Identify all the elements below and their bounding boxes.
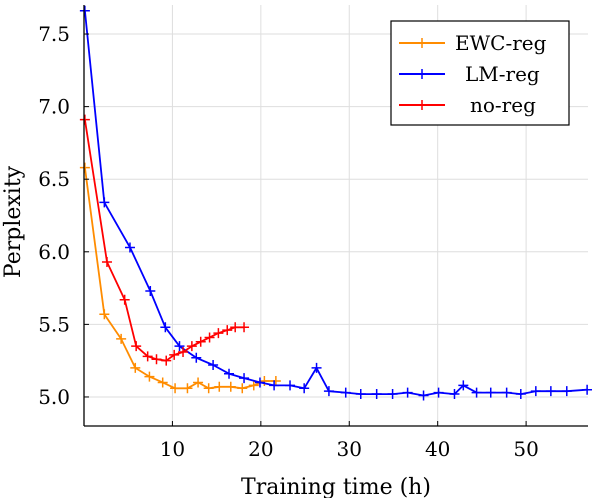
data-point-lm-reg bbox=[340, 387, 351, 398]
y-tick-label: 5.0 bbox=[38, 385, 70, 409]
x-tick-label: 30 bbox=[337, 437, 362, 461]
legend-label-lm-reg: LM-reg bbox=[465, 62, 540, 86]
series-line-no-reg bbox=[84, 119, 244, 362]
data-point-ewc-reg bbox=[130, 362, 141, 373]
y-tick-label: 5.5 bbox=[38, 312, 70, 336]
data-point-ewc-reg bbox=[259, 375, 270, 386]
data-point-lm-reg bbox=[79, 5, 90, 16]
data-point-ewc-reg bbox=[237, 383, 248, 394]
data-point-no-reg bbox=[119, 294, 130, 305]
tick-labels: 10 20 30 40 50 5.0 5.5 6.0 6.5 7.0 7.5 bbox=[38, 22, 539, 461]
data-point-ewc-reg bbox=[193, 377, 204, 388]
data-point-lm-reg bbox=[124, 242, 135, 253]
data-point-ewc-reg bbox=[248, 380, 259, 391]
data-point-ewc-reg bbox=[116, 333, 127, 344]
data-point-lm-reg bbox=[582, 384, 592, 395]
data-point-no-reg bbox=[169, 349, 180, 360]
legend-label-no-reg: no-reg bbox=[470, 93, 536, 117]
data-point-lm-reg bbox=[501, 387, 512, 398]
data-point-lm-reg bbox=[191, 352, 202, 363]
data-point-ewc-reg bbox=[203, 383, 214, 394]
legend-marker-ewc-reg bbox=[417, 38, 427, 48]
x-tick-label: 10 bbox=[160, 437, 185, 461]
data-point-lm-reg bbox=[311, 362, 322, 373]
data-point-lm-reg bbox=[561, 386, 572, 397]
y-tick-label: 6.0 bbox=[38, 240, 70, 264]
data-point-ewc-reg bbox=[182, 383, 193, 394]
data-point-lm-reg bbox=[299, 383, 310, 394]
data-point-no-reg bbox=[222, 325, 233, 336]
data-point-no-reg bbox=[178, 346, 189, 357]
data-point-ewc-reg bbox=[99, 309, 110, 320]
series-line-ewc-reg bbox=[84, 167, 276, 390]
data-point-lm-reg bbox=[160, 322, 171, 333]
legend-entry-lm-reg: LM-reg bbox=[399, 62, 540, 86]
data-point-lm-reg bbox=[285, 380, 296, 391]
data-point-no-reg bbox=[79, 114, 90, 125]
legend-marker-no-reg bbox=[417, 100, 427, 110]
data-point-ewc-reg bbox=[214, 381, 225, 392]
data-point-lm-reg bbox=[239, 373, 250, 384]
data-point-lm-reg bbox=[485, 387, 496, 398]
y-tick-label: 6.5 bbox=[38, 167, 70, 191]
data-point-lm-reg bbox=[449, 389, 460, 400]
y-tick-label: 7.0 bbox=[38, 95, 70, 119]
data-point-no-reg bbox=[142, 351, 153, 362]
legend-marker-lm-reg bbox=[417, 69, 427, 79]
data-point-no-reg bbox=[204, 332, 215, 343]
series-no-reg bbox=[79, 114, 250, 366]
data-point-no-reg bbox=[131, 341, 142, 352]
data-point-no-reg bbox=[161, 355, 172, 366]
data-point-no-reg bbox=[239, 322, 250, 333]
y-axis-label: Perplexity bbox=[1, 165, 26, 278]
legend-entry-no-reg: no-reg bbox=[399, 93, 536, 117]
legend-entry-ewc-reg: EWC-reg bbox=[399, 31, 547, 55]
data-point-no-reg bbox=[151, 354, 162, 365]
data-point-ewc-reg bbox=[79, 162, 90, 173]
x-tick-label: 20 bbox=[248, 437, 273, 461]
data-point-lm-reg bbox=[545, 386, 556, 397]
data-point-no-reg bbox=[195, 336, 206, 347]
data-point-lm-reg bbox=[530, 386, 541, 397]
x-tick-label: 50 bbox=[513, 437, 538, 461]
data-point-no-reg bbox=[230, 322, 241, 333]
data-point-no-reg bbox=[186, 341, 197, 352]
legend: EWC-reg LM-reg no-reg bbox=[390, 20, 570, 126]
data-point-lm-reg bbox=[174, 341, 185, 352]
data-point-lm-reg bbox=[387, 389, 398, 400]
data-point-lm-reg bbox=[269, 380, 280, 391]
data-point-lm-reg bbox=[402, 387, 413, 398]
data-point-ewc-reg bbox=[170, 383, 181, 394]
data-point-lm-reg bbox=[99, 197, 110, 208]
data-point-no-reg bbox=[101, 256, 112, 267]
series-ewc-reg bbox=[79, 162, 281, 394]
data-point-ewc-reg bbox=[144, 371, 155, 382]
data-point-lm-reg bbox=[371, 389, 382, 400]
data-point-ewc-reg bbox=[225, 381, 236, 392]
data-point-lm-reg bbox=[418, 390, 429, 401]
x-tick-label: 40 bbox=[425, 437, 450, 461]
x-axis-label: Training time (h) bbox=[241, 475, 431, 498]
y-tick-label: 7.5 bbox=[38, 22, 70, 46]
data-point-lm-reg bbox=[458, 380, 469, 391]
axes bbox=[83, 5, 588, 427]
data-point-ewc-reg bbox=[270, 375, 281, 386]
data-point-lm-reg bbox=[355, 389, 366, 400]
data-point-lm-reg bbox=[145, 285, 156, 296]
data-point-no-reg bbox=[213, 328, 224, 339]
data-point-lm-reg bbox=[208, 360, 219, 371]
series-layer bbox=[79, 5, 592, 401]
data-point-lm-reg bbox=[515, 389, 526, 400]
data-point-lm-reg bbox=[323, 386, 334, 397]
data-point-lm-reg bbox=[254, 377, 265, 388]
data-point-lm-reg bbox=[433, 387, 444, 398]
data-point-ewc-reg bbox=[157, 377, 168, 388]
legend-label-ewc-reg: EWC-reg bbox=[455, 31, 547, 55]
data-point-lm-reg bbox=[471, 387, 482, 398]
data-point-lm-reg bbox=[224, 368, 235, 379]
